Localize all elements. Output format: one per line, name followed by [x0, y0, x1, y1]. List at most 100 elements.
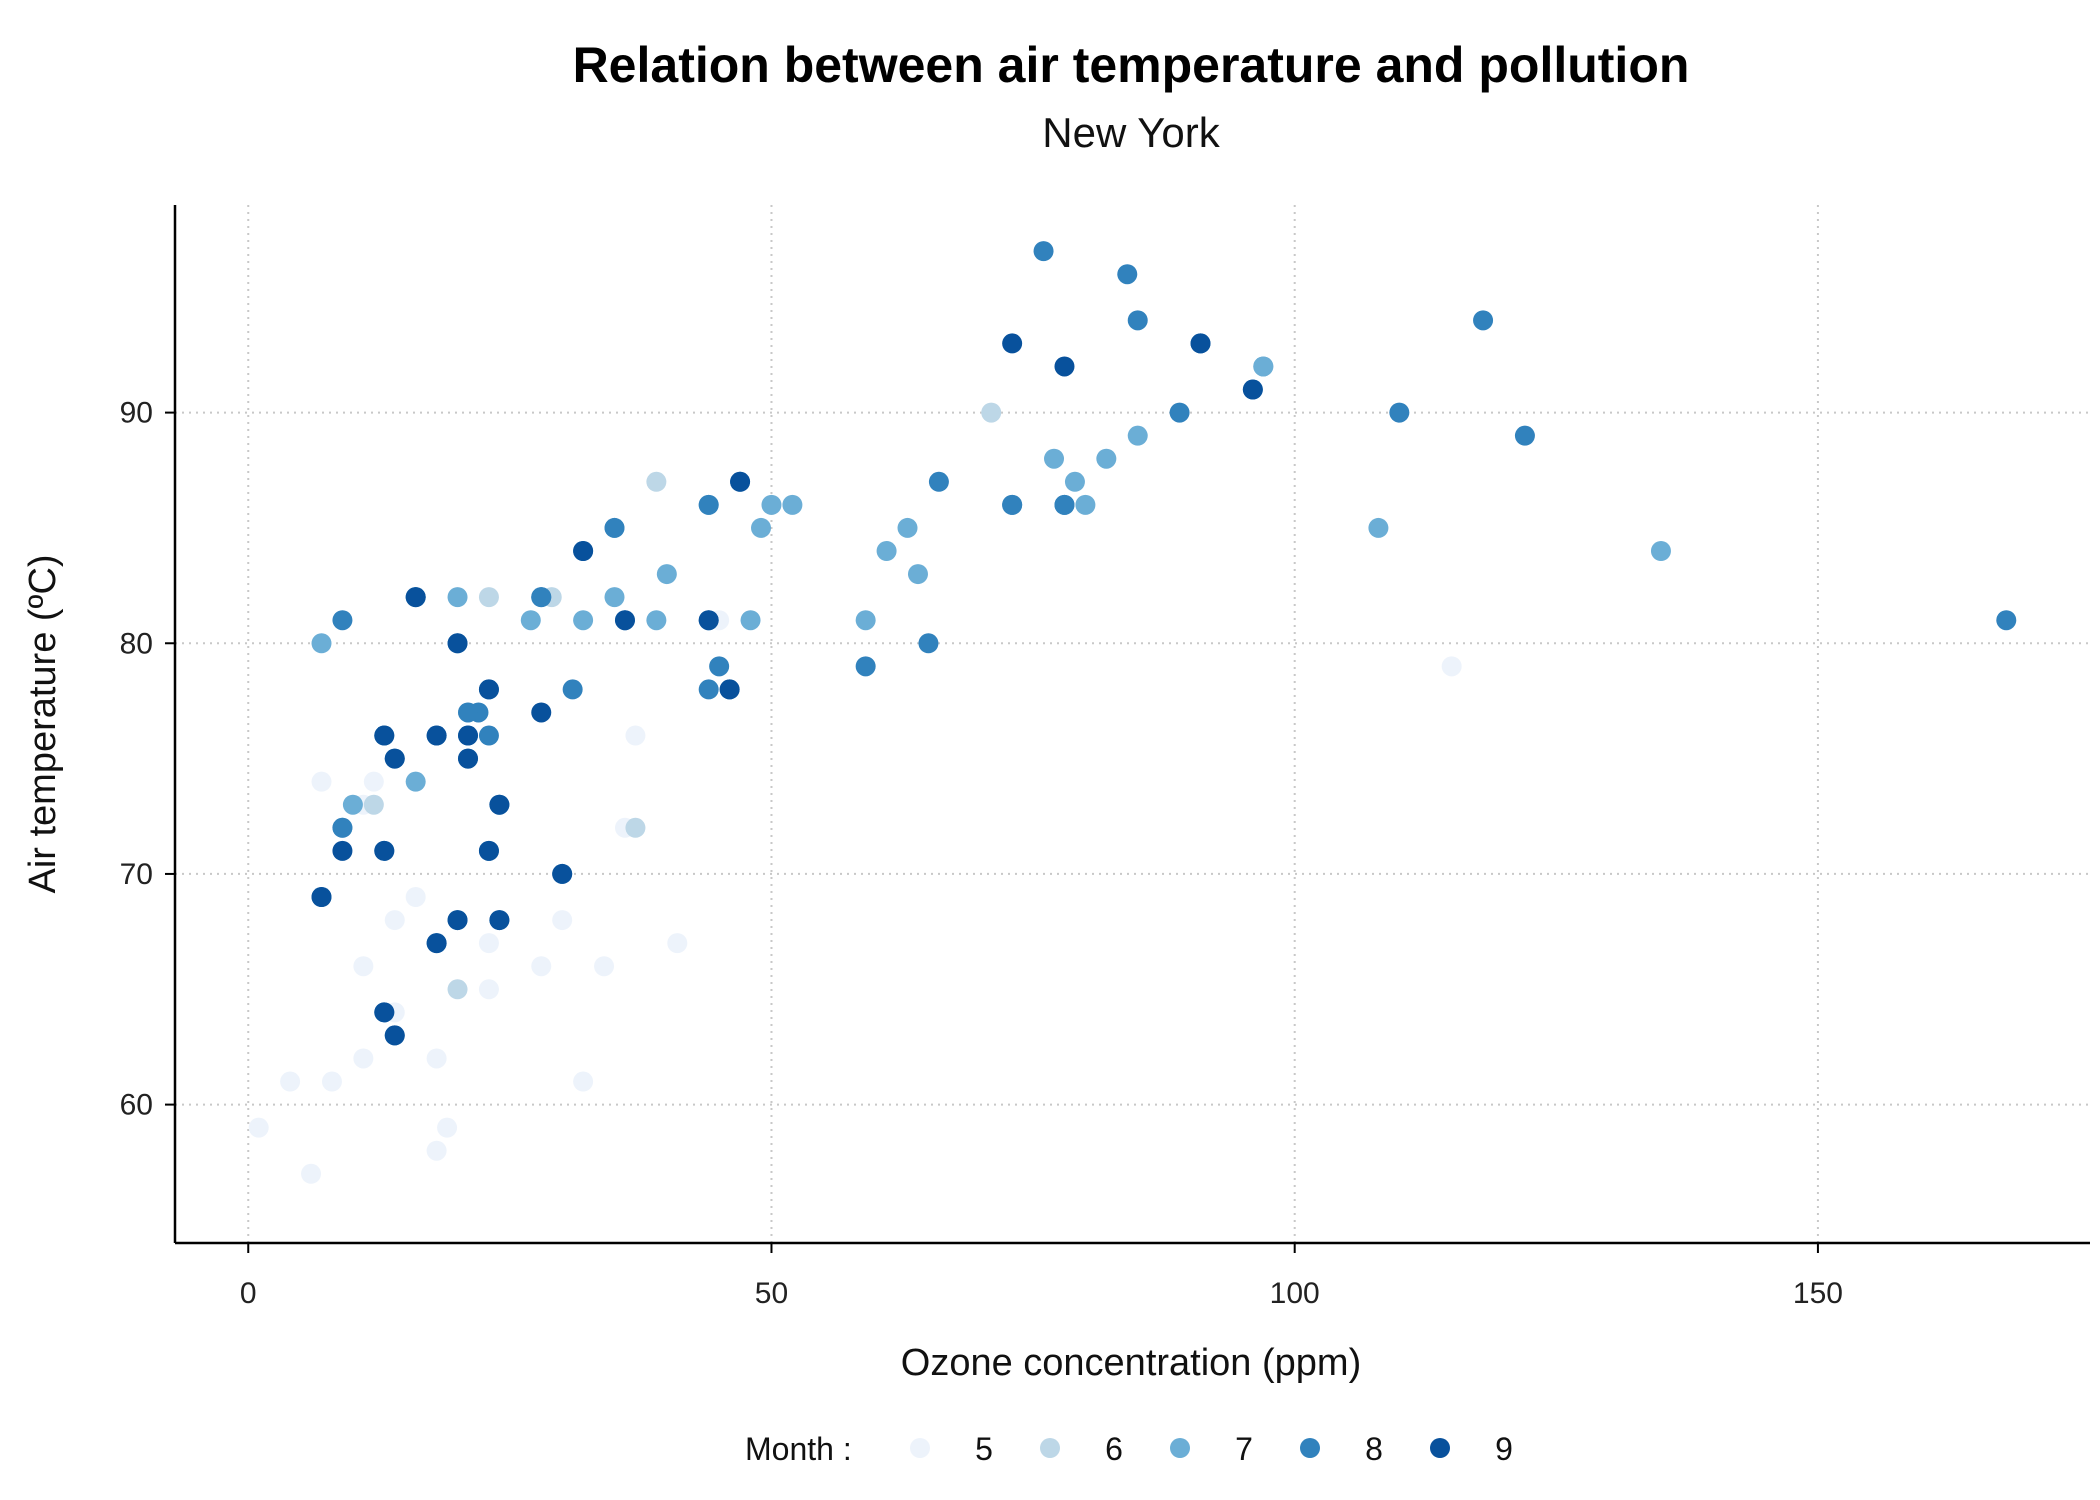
data-point-month-5: [405, 887, 426, 907]
points-layer: [248, 241, 2017, 1184]
data-point-month-5: [552, 910, 573, 931]
data-point-month-6: [625, 817, 646, 838]
data-point-month-8: [1473, 310, 1494, 331]
data-point-month-7: [761, 494, 782, 515]
chart-subtitle: New York: [1042, 109, 1220, 156]
data-point-month-8: [332, 817, 353, 838]
data-point-month-6: [981, 402, 1002, 423]
data-point-month-7: [1064, 471, 1085, 492]
data-point-month-8: [562, 679, 583, 700]
data-point-month-9: [458, 748, 479, 769]
data-point-month-9: [1054, 356, 1075, 377]
data-point-month-9: [478, 840, 499, 861]
data-point-month-9: [573, 541, 594, 561]
data-point-month-5: [426, 1140, 447, 1161]
legend-label-month-5: 5: [975, 1431, 993, 1467]
data-point-month-8: [1127, 310, 1148, 331]
data-point-month-6: [363, 794, 384, 815]
data-point-month-7: [520, 610, 541, 631]
data-point-month-9: [698, 610, 719, 631]
ticks-layer: 0 50 100 150 60 70 80 90: [120, 397, 1843, 1310]
data-point-month-8: [1389, 402, 1410, 423]
data-point-month-5: [363, 771, 384, 792]
data-point-month-7: [311, 633, 332, 654]
x-tick-label: 0: [240, 1277, 257, 1310]
legend-title: Month :: [745, 1431, 852, 1467]
data-point-month-8: [1169, 402, 1190, 423]
data-point-month-7: [1075, 494, 1096, 515]
data-point-month-8: [1117, 264, 1138, 285]
data-point-month-9: [552, 863, 573, 884]
data-point-month-7: [740, 610, 761, 631]
y-tick-label: 60: [120, 1089, 153, 1122]
data-point-month-9: [1190, 333, 1211, 354]
data-point-month-8: [604, 517, 625, 538]
legend-marker-month-7: [1170, 1438, 1190, 1458]
data-point-month-9: [374, 725, 395, 746]
legend-label-month-9: 9: [1495, 1431, 1513, 1467]
y-tick-label: 70: [120, 858, 153, 891]
data-point-month-8: [698, 494, 719, 515]
data-point-month-8: [458, 702, 479, 723]
data-point-month-5: [384, 910, 405, 931]
data-point-month-5: [311, 771, 332, 792]
data-point-month-7: [573, 610, 594, 631]
x-axis-title: Ozone concentration (ppm): [901, 1342, 1361, 1384]
data-point-month-5: [625, 725, 646, 746]
data-point-month-7: [405, 771, 426, 792]
legend-marker-month-8: [1300, 1438, 1320, 1458]
legend: Month : 5 6 7 8 9: [745, 1431, 1513, 1467]
data-point-month-9: [447, 910, 468, 931]
legend-marker-month-5: [910, 1438, 930, 1458]
data-point-month-9: [405, 587, 426, 608]
data-point-month-7: [1253, 356, 1274, 377]
data-point-month-8: [478, 725, 499, 746]
legend-label-month-7: 7: [1235, 1431, 1253, 1467]
data-point-month-7: [1127, 425, 1148, 446]
data-point-month-5: [280, 1071, 301, 1092]
data-point-month-9: [426, 725, 447, 746]
data-point-month-7: [646, 610, 667, 631]
data-point-month-5: [301, 1163, 322, 1184]
data-point-month-6: [646, 471, 667, 492]
y-tick-label: 90: [120, 397, 153, 430]
data-point-month-8: [1996, 610, 2017, 631]
data-point-month-8: [928, 471, 949, 492]
data-point-month-5: [248, 1117, 269, 1138]
data-point-month-7: [1650, 541, 1671, 561]
data-point-month-9: [384, 748, 405, 769]
x-tick-label: 100: [1270, 1277, 1320, 1310]
data-point-month-7: [604, 587, 625, 608]
y-tick-label: 80: [120, 627, 153, 660]
data-point-month-9: [730, 471, 751, 492]
data-point-month-7: [897, 517, 918, 538]
data-point-month-5: [478, 933, 499, 954]
data-point-month-9: [489, 910, 510, 931]
data-point-month-7: [342, 794, 363, 815]
data-point-month-9: [374, 1002, 395, 1023]
data-point-month-7: [1368, 517, 1389, 538]
data-point-month-8: [918, 633, 939, 654]
data-point-month-8: [1514, 425, 1535, 446]
data-point-month-7: [447, 587, 468, 608]
data-point-month-5: [426, 1048, 447, 1069]
data-point-month-9: [614, 610, 635, 631]
data-point-month-7: [1096, 448, 1117, 469]
data-point-month-9: [478, 679, 499, 700]
data-point-month-9: [384, 1025, 405, 1046]
data-point-month-7: [855, 610, 876, 631]
data-point-month-9: [489, 794, 510, 815]
x-tick-label: 150: [1793, 1277, 1843, 1310]
data-point-month-9: [311, 887, 332, 907]
data-point-month-8: [1054, 494, 1075, 515]
data-point-month-5: [594, 956, 615, 977]
data-point-month-5: [321, 1071, 342, 1092]
x-tick-label: 50: [755, 1277, 788, 1310]
axes-layer: [173, 205, 2090, 1245]
data-point-month-8: [1002, 494, 1023, 515]
data-point-month-5: [437, 1117, 458, 1138]
data-point-month-9: [332, 840, 353, 861]
data-point-month-5: [478, 979, 499, 1000]
